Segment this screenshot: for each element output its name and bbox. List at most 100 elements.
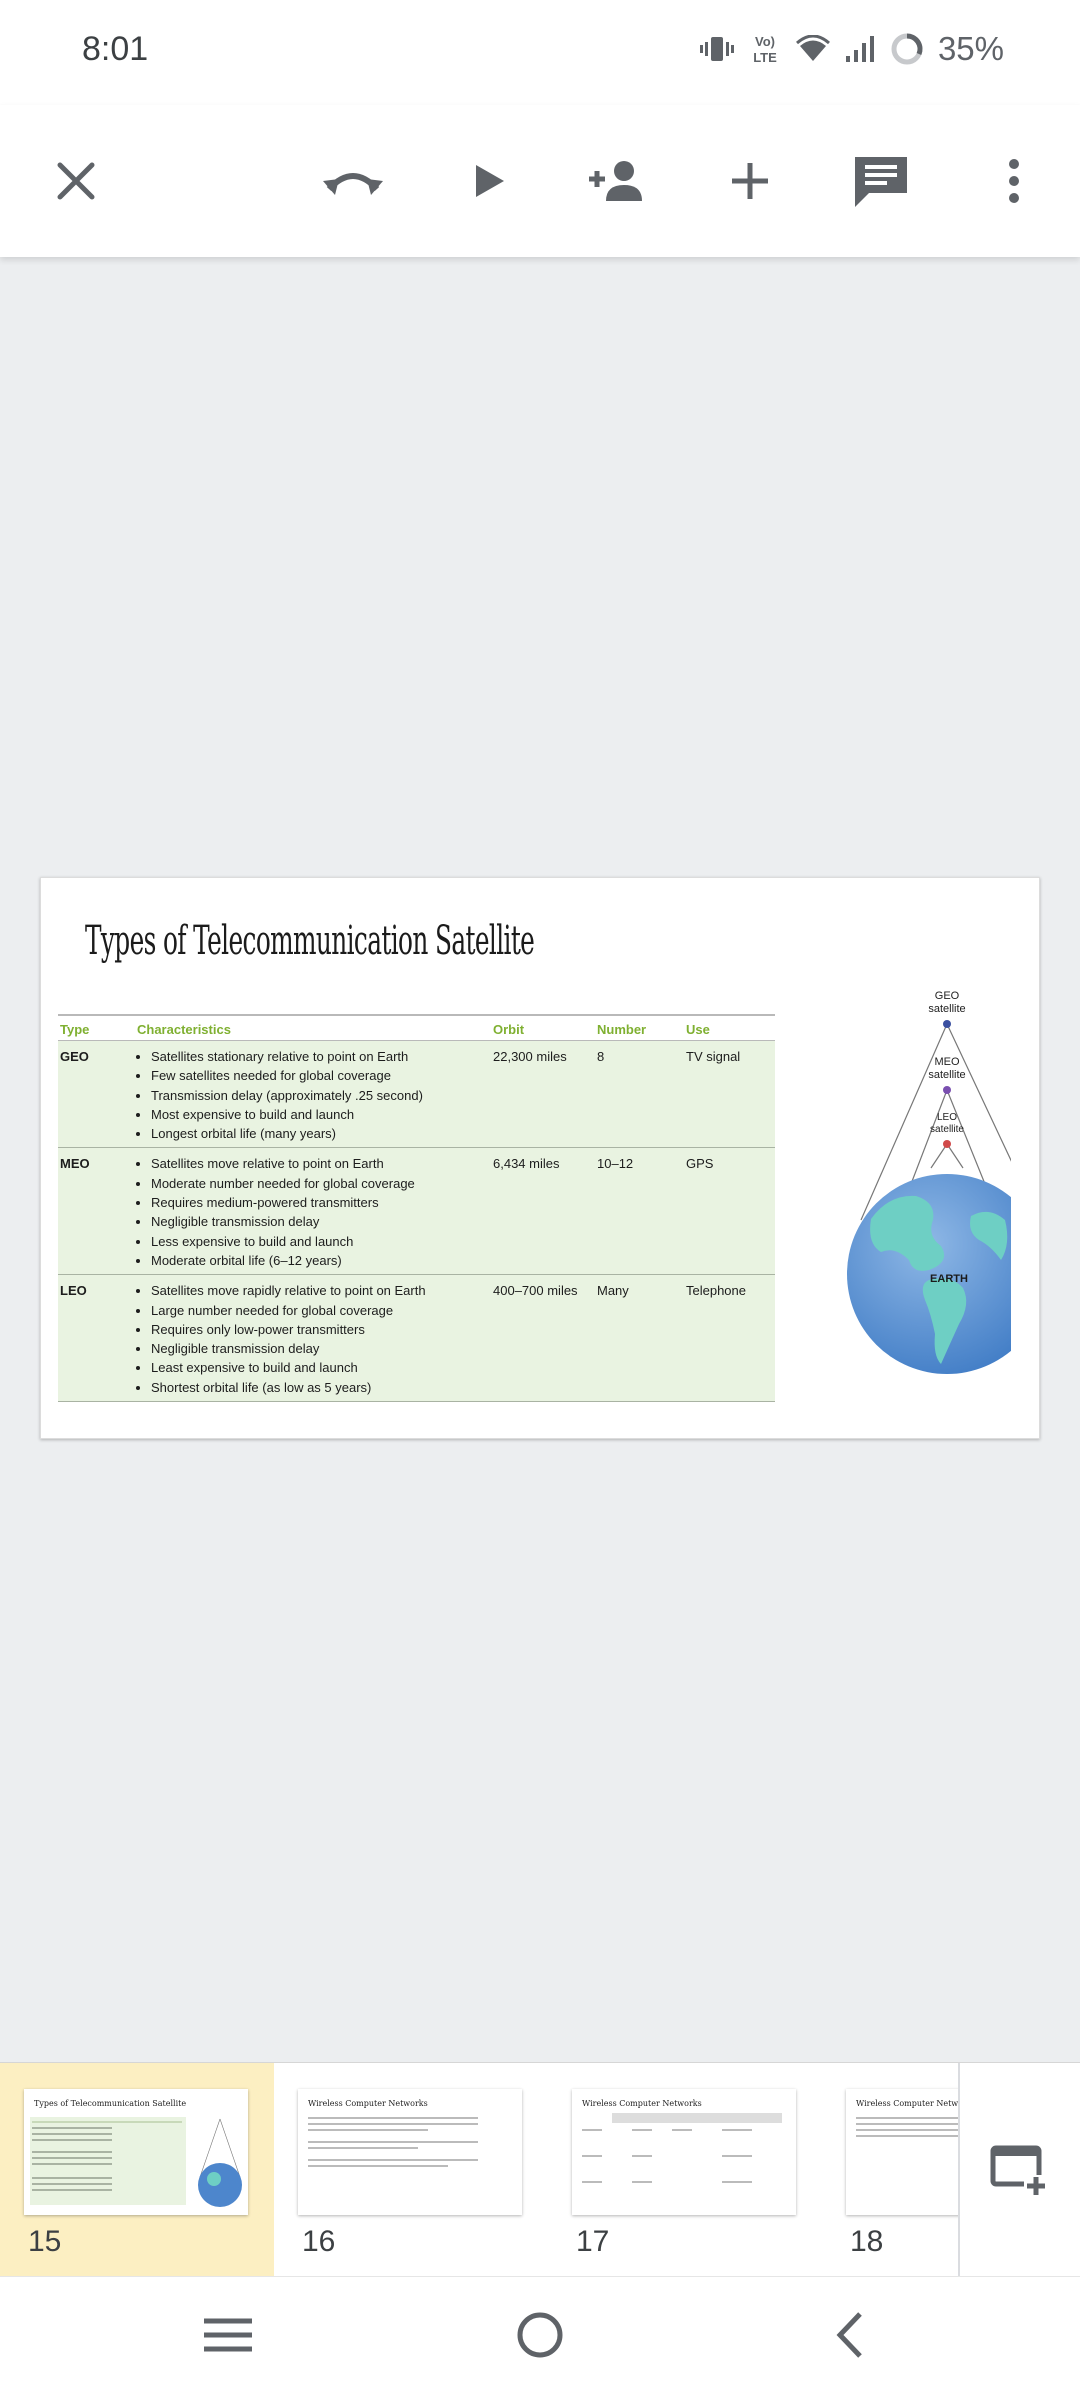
- slide-canvas[interactable]: Types of Telecommunication Satellite Typ…: [0, 257, 1080, 2062]
- cell-use: GPS: [686, 1147, 775, 1276]
- leo-coverage-line: [930, 1143, 948, 1169]
- home-circle-icon: [517, 2312, 563, 2358]
- status-icons: Vo) LTE 35%: [699, 30, 1004, 68]
- list-item: Satellites move relative to point on Ear…: [151, 1154, 493, 1173]
- slide[interactable]: Types of Telecommunication Satellite Typ…: [40, 877, 1040, 1439]
- svg-text:Vo): Vo): [755, 34, 775, 49]
- cell-characteristics: Satellites move rapidly relative to poin…: [137, 1274, 493, 1403]
- meo-coverage-line: [910, 1089, 948, 1185]
- wifi-icon: [795, 35, 830, 63]
- cell-characteristics: Satellites move relative to point on Ear…: [137, 1147, 493, 1276]
- list-item: Satellites stationary relative to point …: [151, 1047, 493, 1066]
- cell-type: LEO: [58, 1274, 137, 1403]
- status-time: 8:01: [82, 30, 149, 68]
- meo-label: MEO: [934, 1056, 960, 1068]
- home-button[interactable]: [505, 2305, 575, 2365]
- satellite-orbit-figure: GEO satellite MEO satellite LEO satellit…: [847, 990, 1011, 1374]
- slide-filmstrip: Types of Telecommunication Satellite 15: [0, 2062, 1080, 2277]
- cell-use: Telephone: [686, 1274, 775, 1403]
- list-item: Negligible transmission delay: [151, 1339, 493, 1358]
- thumbnail-title: Types of Telecommunication Satellite: [34, 2099, 186, 2108]
- svg-text:LTE: LTE: [753, 50, 777, 65]
- slide-thumbnail-18[interactable]: Wireless Computer Networks 18: [822, 2063, 958, 2277]
- filmstrip-divider: [958, 2063, 960, 2277]
- close-icon: [57, 162, 95, 200]
- cell-type: MEO: [58, 1147, 137, 1276]
- header-use: Use: [686, 1014, 775, 1041]
- list-item: Moderate orbital life (6–12 years): [151, 1251, 493, 1270]
- cell-orbit: 400–700 miles: [493, 1274, 597, 1403]
- earth-globe: [847, 1174, 1011, 1374]
- cell-orbit: 22,300 miles: [493, 1040, 597, 1149]
- thumbnail-number: 17: [576, 2225, 610, 2258]
- more-options-button[interactable]: [974, 141, 1054, 221]
- thumbnail-preview: Types of Telecommunication Satellite: [24, 2089, 248, 2215]
- more-vert-icon: [1009, 159, 1019, 203]
- add-slide-icon: [990, 2145, 1050, 2197]
- slide-thumbnail-15[interactable]: Types of Telecommunication Satellite 15: [0, 2063, 274, 2277]
- earth-label: EARTH: [930, 1273, 968, 1285]
- geo-coverage-line: [946, 1023, 1011, 1162]
- list-item: Requires only low-power transmitters: [151, 1320, 493, 1339]
- list-item: Moderate number needed for global covera…: [151, 1174, 493, 1193]
- new-slide-button[interactable]: [984, 2135, 1056, 2207]
- back-button[interactable]: [815, 2305, 885, 2365]
- cell-type: GEO: [58, 1040, 137, 1149]
- share-button[interactable]: [578, 141, 658, 221]
- volte-icon: Vo) LTE: [748, 33, 782, 65]
- list-item: Least expensive to build and launch: [151, 1358, 493, 1377]
- list-item: Large number needed for global coverage: [151, 1301, 493, 1320]
- battery-ring-icon: [890, 32, 924, 66]
- list-item: Shortest orbital life (as low as 5 years…: [151, 1378, 493, 1397]
- header-orbit: Orbit: [493, 1014, 597, 1041]
- list-item: Negligible transmission delay: [151, 1212, 493, 1231]
- geo-label-sub: satellite: [928, 1003, 965, 1015]
- cell-use: TV signal: [686, 1040, 775, 1149]
- thumbnail-number: 16: [302, 2225, 336, 2258]
- header-characteristics: Characteristics: [137, 1014, 493, 1041]
- meo-label-sub: satellite: [928, 1069, 965, 1081]
- system-nav-bar: [0, 2276, 1080, 2393]
- leo-satellite-icon: [943, 1140, 951, 1148]
- list-item: Longest orbital life (many years): [151, 1124, 493, 1143]
- table-header-row: Type Characteristics Orbit Number Use: [58, 1014, 775, 1041]
- cell-characteristics: Satellites stationary relative to point …: [137, 1040, 493, 1149]
- table-row: GEO Satellites stationary relative to po…: [58, 1040, 775, 1149]
- undo-redo-button[interactable]: [313, 141, 393, 221]
- thumbnail-title: Wireless Computer Networks: [308, 2099, 428, 2108]
- cell-number: 8: [597, 1040, 686, 1149]
- present-button[interactable]: [448, 141, 528, 221]
- thumbnail-preview: Wireless Computer Networks: [846, 2089, 958, 2215]
- insert-button[interactable]: [710, 141, 790, 221]
- recents-button[interactable]: [193, 2305, 263, 2365]
- list-item: Transmission delay (approximately .25 se…: [151, 1086, 493, 1105]
- add-icon: [732, 163, 768, 199]
- cell-orbit: 6,434 miles: [493, 1147, 597, 1276]
- cell-number: Many: [597, 1274, 686, 1403]
- menu-lines-icon: [204, 2318, 252, 2352]
- thumbnail-number: 18: [850, 2225, 884, 2258]
- leo-coverage-line: [946, 1143, 964, 1169]
- slide-thumbnail-16[interactable]: Wireless Computer Networks 16: [274, 2063, 548, 2277]
- cell-number: 10–12: [597, 1147, 686, 1276]
- header-number: Number: [597, 1014, 686, 1041]
- status-bar: 8:01 Vo) LTE 35%: [0, 0, 1080, 105]
- vibrate-icon: [699, 34, 734, 64]
- geo-label: GEO: [935, 990, 960, 1002]
- undo-redo-icon: [323, 173, 383, 195]
- list-item: Less expensive to build and launch: [151, 1232, 493, 1251]
- comment-icon: [855, 157, 907, 207]
- thumbnail-title: Wireless Computer Networks: [856, 2099, 958, 2108]
- thumbnail-preview: Wireless Computer Networks: [298, 2089, 522, 2215]
- list-item: Requires medium-powered transmitters: [151, 1193, 493, 1212]
- close-button[interactable]: [36, 141, 116, 221]
- meo-satellite-icon: [943, 1086, 951, 1094]
- header-type: Type: [58, 1014, 137, 1041]
- battery-percent: 35%: [937, 30, 1004, 67]
- comment-button[interactable]: [841, 141, 921, 221]
- table-row: LEO Satellites move rapidly relative to …: [58, 1274, 775, 1403]
- geo-satellite-icon: [943, 1020, 951, 1028]
- thumbnail-title: Wireless Computer Networks: [582, 2099, 702, 2108]
- editor-toolbar: [0, 105, 1080, 257]
- slide-thumbnail-17[interactable]: Wireless Computer Networks 17: [548, 2063, 822, 2277]
